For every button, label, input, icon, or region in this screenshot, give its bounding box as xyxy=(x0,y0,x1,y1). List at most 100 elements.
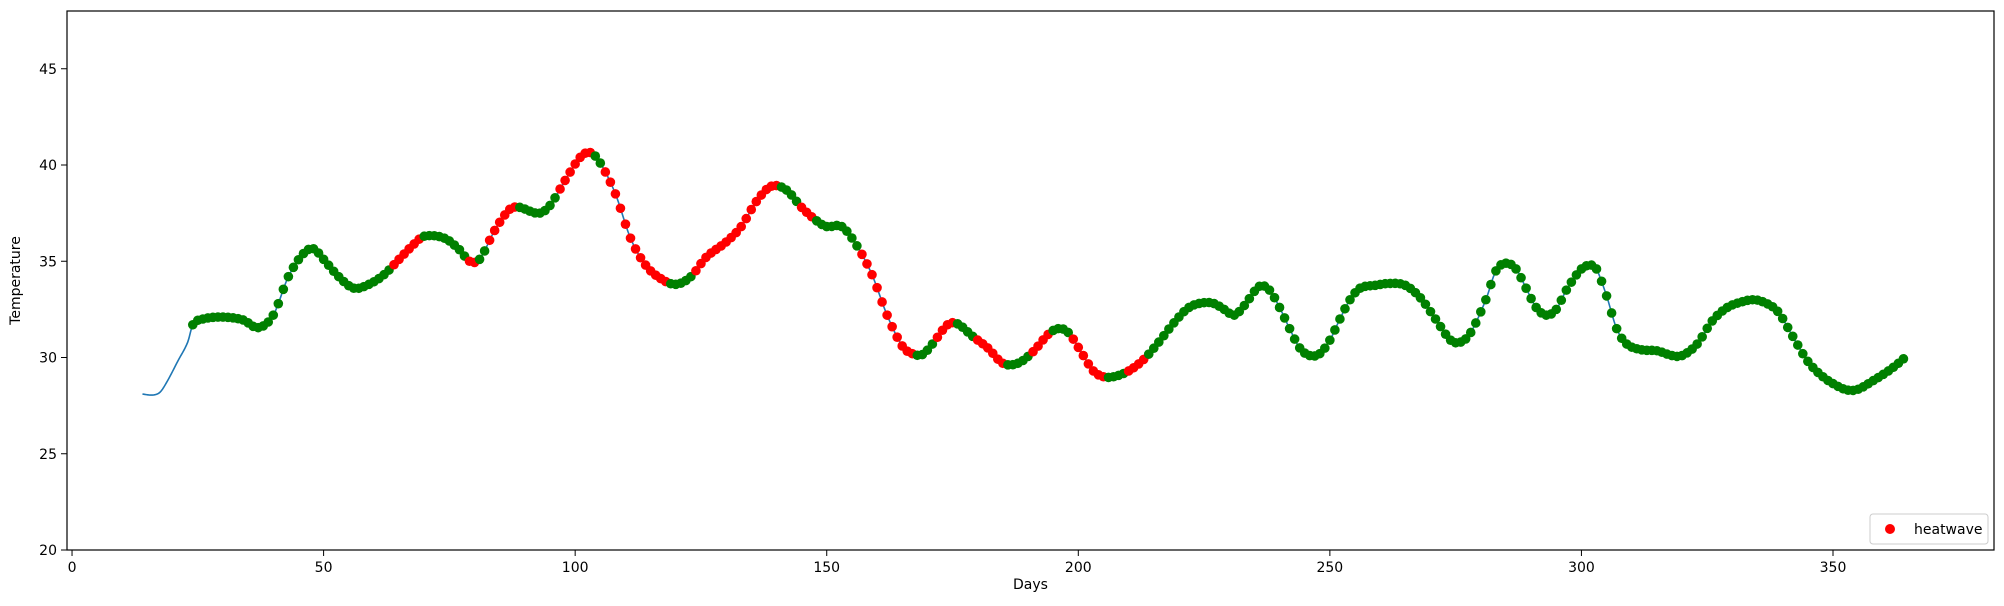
heatwave-point xyxy=(877,297,887,307)
normal-point xyxy=(283,271,294,282)
normal-point xyxy=(1425,306,1436,317)
heatwave-point xyxy=(1068,334,1079,344)
normal-point xyxy=(1284,323,1295,334)
heatwave-point xyxy=(610,189,621,199)
normal-point xyxy=(1551,304,1562,315)
heatwave-point xyxy=(615,203,626,214)
y-axis-ticks: 20 25 30 35 40 45 xyxy=(39,62,67,559)
normal-point xyxy=(1692,339,1702,349)
heatwave-point xyxy=(882,310,892,320)
heatwave-point xyxy=(1073,342,1084,353)
y-tick-label: 20 xyxy=(39,543,57,559)
heatwave-point xyxy=(560,175,570,186)
heatwave-point xyxy=(862,259,872,269)
normal-point xyxy=(1898,354,1909,364)
x-tick-label: 150 xyxy=(813,560,840,576)
normal-point xyxy=(1159,330,1169,341)
normal-point xyxy=(1264,285,1275,295)
normal-point xyxy=(268,310,279,320)
heatwave-point xyxy=(630,244,641,254)
normal-point xyxy=(852,241,862,251)
heatwave-point xyxy=(620,219,631,229)
normal-point xyxy=(1511,264,1521,274)
normal-point xyxy=(1596,276,1607,287)
normal-point xyxy=(278,284,289,295)
heatwave-point xyxy=(484,235,495,246)
x-tick-label: 100 xyxy=(562,560,589,576)
normal-point xyxy=(1772,306,1783,317)
normal-point xyxy=(1430,314,1441,324)
normal-point xyxy=(1325,335,1335,345)
normal-point xyxy=(1782,322,1793,333)
normal-point xyxy=(1777,313,1788,324)
normal-point xyxy=(1465,327,1476,338)
normal-point xyxy=(1345,294,1355,305)
normal-point xyxy=(786,190,797,200)
normal-point xyxy=(927,339,938,349)
normal-point xyxy=(1460,334,1471,344)
x-tick-label: 0 xyxy=(68,560,77,576)
normal-point xyxy=(288,262,299,273)
legend-label-heatwave: heatwave xyxy=(1914,522,1982,538)
normal-point xyxy=(1063,327,1074,338)
normal-point xyxy=(1516,272,1526,283)
heatwave-point xyxy=(600,167,611,177)
legend-marker-heatwave xyxy=(1885,524,1895,534)
normal-point xyxy=(1335,314,1345,324)
heatwave-point xyxy=(605,177,616,187)
y-axis-label: Temperature xyxy=(8,236,24,326)
normal-point xyxy=(1611,323,1622,334)
y-tick-label: 35 xyxy=(39,254,57,270)
normal-point xyxy=(1470,318,1481,328)
normal-point xyxy=(1591,264,1602,274)
heatwave-point xyxy=(746,204,757,215)
heatwave-point xyxy=(892,332,902,342)
x-tick-label: 350 xyxy=(1820,560,1847,576)
normal-point xyxy=(1340,303,1350,314)
normal-point xyxy=(1274,302,1285,313)
normal-point xyxy=(1476,307,1486,317)
normal-point xyxy=(595,158,606,168)
normal-point xyxy=(1289,334,1300,344)
normal-point xyxy=(1697,332,1707,342)
normal-point xyxy=(1320,343,1330,353)
normal-point xyxy=(273,298,284,309)
legend: heatwave xyxy=(1869,513,1989,545)
normal-point xyxy=(1561,285,1572,295)
normal-point xyxy=(847,233,857,243)
normal-point xyxy=(474,254,485,265)
normal-point xyxy=(1526,293,1536,304)
heatwave-point xyxy=(867,269,877,280)
normal-point xyxy=(1269,292,1280,303)
normal-point xyxy=(1798,348,1808,359)
x-tick-label: 200 xyxy=(1065,560,1092,576)
normal-point xyxy=(1556,295,1567,306)
x-tick-label: 50 xyxy=(315,560,333,576)
heatwave-point xyxy=(565,167,575,177)
legend-box xyxy=(1869,513,1989,545)
x-axis-ticks: 0 50 100 150 200 250 300 350 xyxy=(68,550,1847,576)
heatwave-point xyxy=(741,213,752,224)
normal-point xyxy=(1521,283,1531,294)
heatwave-point xyxy=(494,217,505,228)
normal-point xyxy=(263,317,274,327)
y-tick-label: 45 xyxy=(39,62,57,78)
y-tick-label: 40 xyxy=(39,158,57,174)
heatwave-point xyxy=(1083,359,1094,369)
heatwave-point xyxy=(691,265,701,276)
heatwave-point xyxy=(625,233,636,243)
normal-point xyxy=(1239,300,1250,311)
heatwave-point xyxy=(751,196,762,207)
normal-point xyxy=(479,246,490,256)
y-tick-label: 25 xyxy=(39,447,57,463)
normal-point xyxy=(1606,308,1617,318)
marker-group xyxy=(187,147,1909,396)
heatwave-point xyxy=(932,332,943,343)
heatwave-point xyxy=(555,184,565,194)
normal-point xyxy=(1154,337,1164,347)
x-tick-label: 300 xyxy=(1568,560,1595,576)
heatwave-point xyxy=(570,159,580,169)
